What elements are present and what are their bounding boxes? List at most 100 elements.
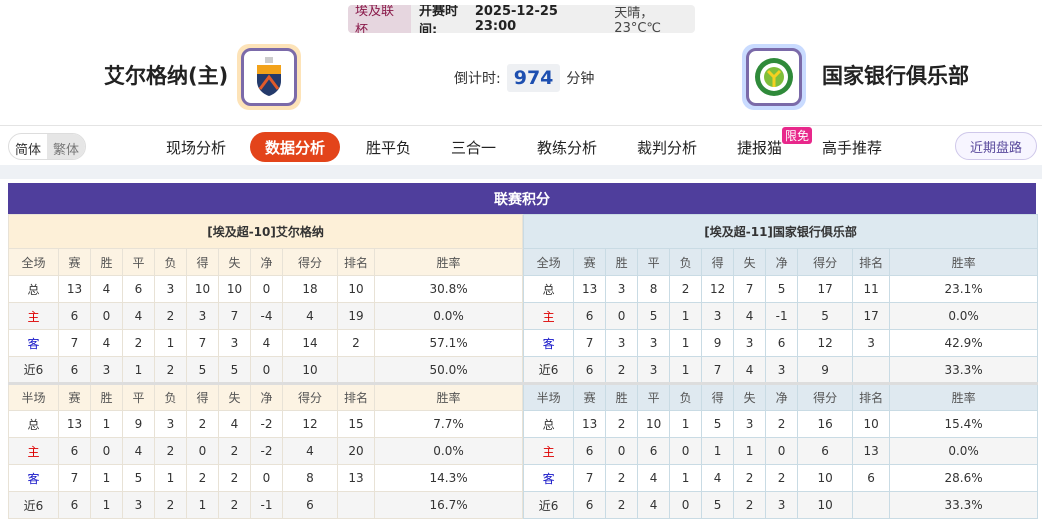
table-cell: -1 xyxy=(250,491,283,519)
column-header: 得 xyxy=(701,382,735,411)
table-cell: 6 xyxy=(573,437,607,465)
away-team-name[interactable]: 国家银行俱乐部 xyxy=(822,64,969,88)
table-cell: 12 xyxy=(282,410,338,438)
table-cell: 6 xyxy=(58,491,91,519)
row-label: 主 xyxy=(8,437,59,465)
table-cell: 0 xyxy=(765,437,799,465)
table-cell: 10 xyxy=(797,464,854,492)
table-cell: 1 xyxy=(154,329,187,357)
table-cell: 3 xyxy=(701,302,735,330)
kickoff-label: 开赛时间: xyxy=(418,5,458,33)
lang-simplified[interactable]: 简体 xyxy=(15,143,42,158)
table-cell xyxy=(852,356,891,384)
column-header: 净 xyxy=(765,248,799,276)
table-cell: 13 xyxy=(337,464,375,492)
table-cell: 6 xyxy=(765,329,799,357)
table-cell: 10 xyxy=(218,275,251,303)
table-cell: 13 xyxy=(573,275,607,303)
home-standings-table: [埃及超-10]艾尔格纳 全场赛胜平负得失净得分 排名 胜率总 13 4 6 3 10 10 0 18… xyxy=(7,214,524,519)
column-header: 排名 xyxy=(852,248,891,276)
table-cell: 0.0% xyxy=(373,437,524,465)
standings-title: 联赛积分 xyxy=(8,183,1036,214)
table-cell: 2 xyxy=(337,329,375,357)
table-cell: 1 xyxy=(669,356,703,384)
table-cell: 2 xyxy=(186,410,219,438)
table-cell: 6 xyxy=(58,302,91,330)
column-header: 得分 xyxy=(797,248,854,276)
table-cell: 4 xyxy=(122,437,155,465)
table-row: 主 6 0 4 2 0 2 -2 4 20 0.0% xyxy=(8,437,524,465)
table-cell: 2 xyxy=(733,464,767,492)
table-cell: 3 xyxy=(218,329,251,357)
countdown-value: 974 xyxy=(506,64,561,92)
row-label: 总 xyxy=(523,410,575,438)
row-label: 近6 xyxy=(523,491,575,519)
table-cell: -2 xyxy=(250,437,283,465)
table-row: 近6 6 2 4 0 5 2 3 10 33.3% xyxy=(523,491,1039,519)
header-row-full: 全场赛胜平负得失净得分 排名 胜率 xyxy=(8,248,524,276)
divider xyxy=(0,125,1042,126)
table-cell: 4 xyxy=(218,410,251,438)
table-cell: 9 xyxy=(797,356,854,384)
tab-referee-analysis[interactable]: 裁判分析 xyxy=(637,138,698,157)
column-header: 净 xyxy=(250,382,283,411)
lang-traditional[interactable]: 繁体 xyxy=(47,134,86,159)
table-cell: 17 xyxy=(852,302,891,330)
table-cell: 5 xyxy=(797,302,854,330)
tab-expert-picks[interactable]: 高手推荐 xyxy=(822,138,883,157)
league-label[interactable]: 埃及联杯 xyxy=(348,5,411,33)
table-cell: 6 xyxy=(573,356,607,384)
column-header: 平 xyxy=(637,382,671,411)
table-cell: 4 xyxy=(90,275,123,303)
tab-three-in-one[interactable]: 三合一 xyxy=(451,138,497,157)
tab-win-draw-lose[interactable]: 胜平负 xyxy=(366,138,412,157)
away-team-logo[interactable] xyxy=(742,44,806,110)
table-cell: 30.8% xyxy=(373,275,524,303)
table-cell: 2 xyxy=(605,464,639,492)
column-header: 失 xyxy=(218,248,251,276)
header-row-full: 全场赛胜平负得失净得分 排名 胜率 xyxy=(523,248,1039,276)
tab-data-analysis[interactable]: 数据分析 xyxy=(250,132,341,162)
column-header: 赛 xyxy=(573,248,607,276)
tab-jiebaomao[interactable]: 捷报猫 xyxy=(737,138,783,157)
column-header: 排名 xyxy=(337,248,375,276)
table-cell: 4 xyxy=(637,464,671,492)
recent-odds-button[interactable]: 近期盘路 xyxy=(955,132,1037,160)
table-cell: 4 xyxy=(637,491,671,519)
home-team-name[interactable]: 艾尔格纳(主) xyxy=(104,64,229,88)
header-row-half: 半场赛胜平负得失净得分 排名 胜率 xyxy=(523,382,1039,411)
table-cell: 7 xyxy=(573,329,607,357)
table-cell: 0 xyxy=(250,356,283,384)
table-cell: 6 xyxy=(282,491,338,519)
countdown-label: 倒计时: xyxy=(454,71,501,87)
tab-coach-analysis[interactable]: 教练分析 xyxy=(537,138,598,157)
table-row: 客 7 4 2 1 7 3 4 14 2 57.1% xyxy=(8,329,524,357)
table-cell: 1 xyxy=(90,410,123,438)
column-header: 胜率 xyxy=(889,382,1039,411)
table-cell: 20 xyxy=(337,437,375,465)
column-header: 负 xyxy=(154,382,187,411)
table-cell: 6 xyxy=(637,437,671,465)
column-header: 负 xyxy=(669,382,703,411)
header-row-half: 半场赛胜平负得失净得分 排名 胜率 xyxy=(8,382,524,411)
table-cell: 3 xyxy=(637,329,671,357)
table-cell: 33.3% xyxy=(889,491,1039,519)
table-cell: 12 xyxy=(797,329,854,357)
table-cell: 6 xyxy=(58,437,91,465)
table-cell: 3 xyxy=(852,329,891,357)
column-header: 胜 xyxy=(90,382,123,411)
table-row: 近6 6 3 1 2 5 5 0 10 50.0% xyxy=(8,356,524,384)
table-cell: 4 xyxy=(701,464,735,492)
row-label: 总 xyxy=(523,275,575,303)
table-cell: 6 xyxy=(573,302,607,330)
table-cell: 0 xyxy=(250,275,283,303)
table-cell: 3 xyxy=(186,302,219,330)
table-cell: 7 xyxy=(58,329,91,357)
table-cell: 2 xyxy=(154,302,187,330)
column-header: 半场 xyxy=(8,382,59,411)
tab-live-analysis[interactable]: 现场分析 xyxy=(166,138,227,157)
table-cell: 5 xyxy=(186,356,219,384)
table-cell: 33.3% xyxy=(889,356,1039,384)
home-team-logo[interactable] xyxy=(237,44,301,110)
table-cell: 2 xyxy=(765,464,799,492)
